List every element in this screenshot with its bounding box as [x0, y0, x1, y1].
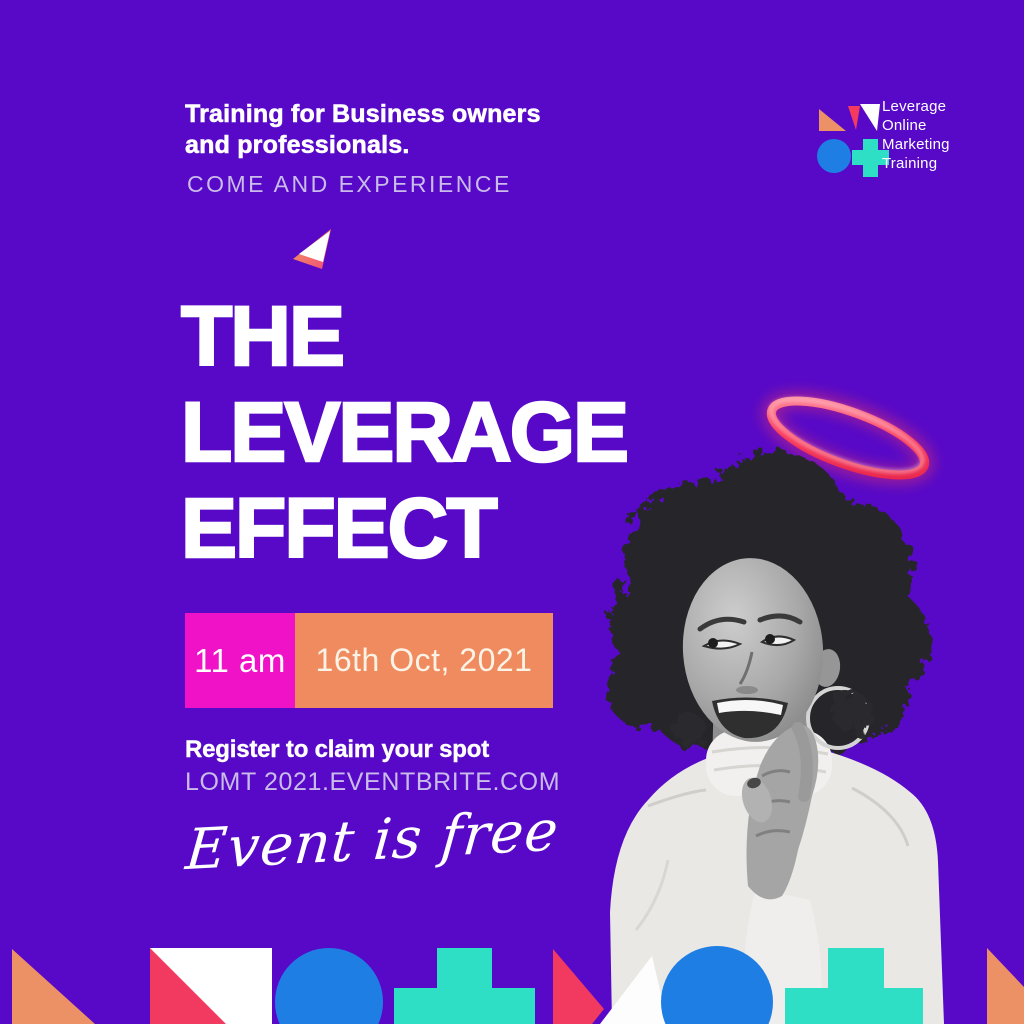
logo-word-online: Online [882, 117, 927, 134]
bottom-orange-triangle-left [12, 949, 95, 1024]
logo-word-marketing: Marketing [882, 136, 950, 153]
event-free-note: Event is free [183, 798, 562, 884]
date-badge: 16th Oct, 2021 [295, 613, 553, 708]
time-badge: 11 am [185, 613, 295, 708]
face-features [697, 613, 803, 739]
bottom-blue-circle-left [275, 948, 383, 1024]
bottom-shapes [12, 946, 1024, 1024]
tagline-line2: and professionals. [185, 131, 410, 160]
hand-on-chin [741, 722, 823, 1024]
tagline: Training for Business owners and profess… [185, 99, 541, 161]
schedule-row: 11 am 16th Oct, 2021 [185, 613, 553, 708]
halo-neon-ring [762, 392, 934, 484]
afro-hair [606, 452, 930, 752]
hoop-earring [806, 686, 870, 750]
register-text: Register to claim your spot [185, 736, 490, 763]
bottom-blue-circle-right [661, 946, 773, 1024]
logo-wordmark: Leverage Online Marketing Training [882, 97, 950, 173]
logo-word-training: Training [882, 155, 938, 172]
bottom-teal-plus-left [394, 948, 535, 1024]
bottom-pink-triangle [553, 949, 604, 1024]
logo-mark [817, 104, 889, 177]
title-line1: THE [180, 288, 347, 385]
title-line3: EFFECT [180, 480, 499, 577]
logo-blue-circle [817, 139, 851, 173]
title-line2: LEVERAGE [180, 384, 631, 481]
kicker-text: COME AND EXPERIENCE [187, 171, 512, 197]
bottom-white-triangle [600, 956, 668, 1024]
woman-photo [606, 452, 944, 1024]
logo-white-triangle [860, 104, 880, 131]
event-title: THE LEVERAGE EFFECT [180, 288, 631, 577]
deco-triangle [293, 229, 331, 269]
tagline-line1: Training for Business owners [185, 100, 541, 129]
eventbrite-link[interactable]: LOMT 2021.EVENTBRITE.COM [185, 768, 561, 796]
logo-orange-triangle [819, 109, 846, 131]
bottom-teal-plus-right [785, 948, 923, 1024]
logo-pink-triangle [848, 106, 860, 130]
bottom-orange-triangle-right [987, 948, 1024, 1024]
logo-word-leverage: Leverage [882, 98, 947, 115]
bottom-white-square-pink-triangle [150, 948, 272, 1024]
